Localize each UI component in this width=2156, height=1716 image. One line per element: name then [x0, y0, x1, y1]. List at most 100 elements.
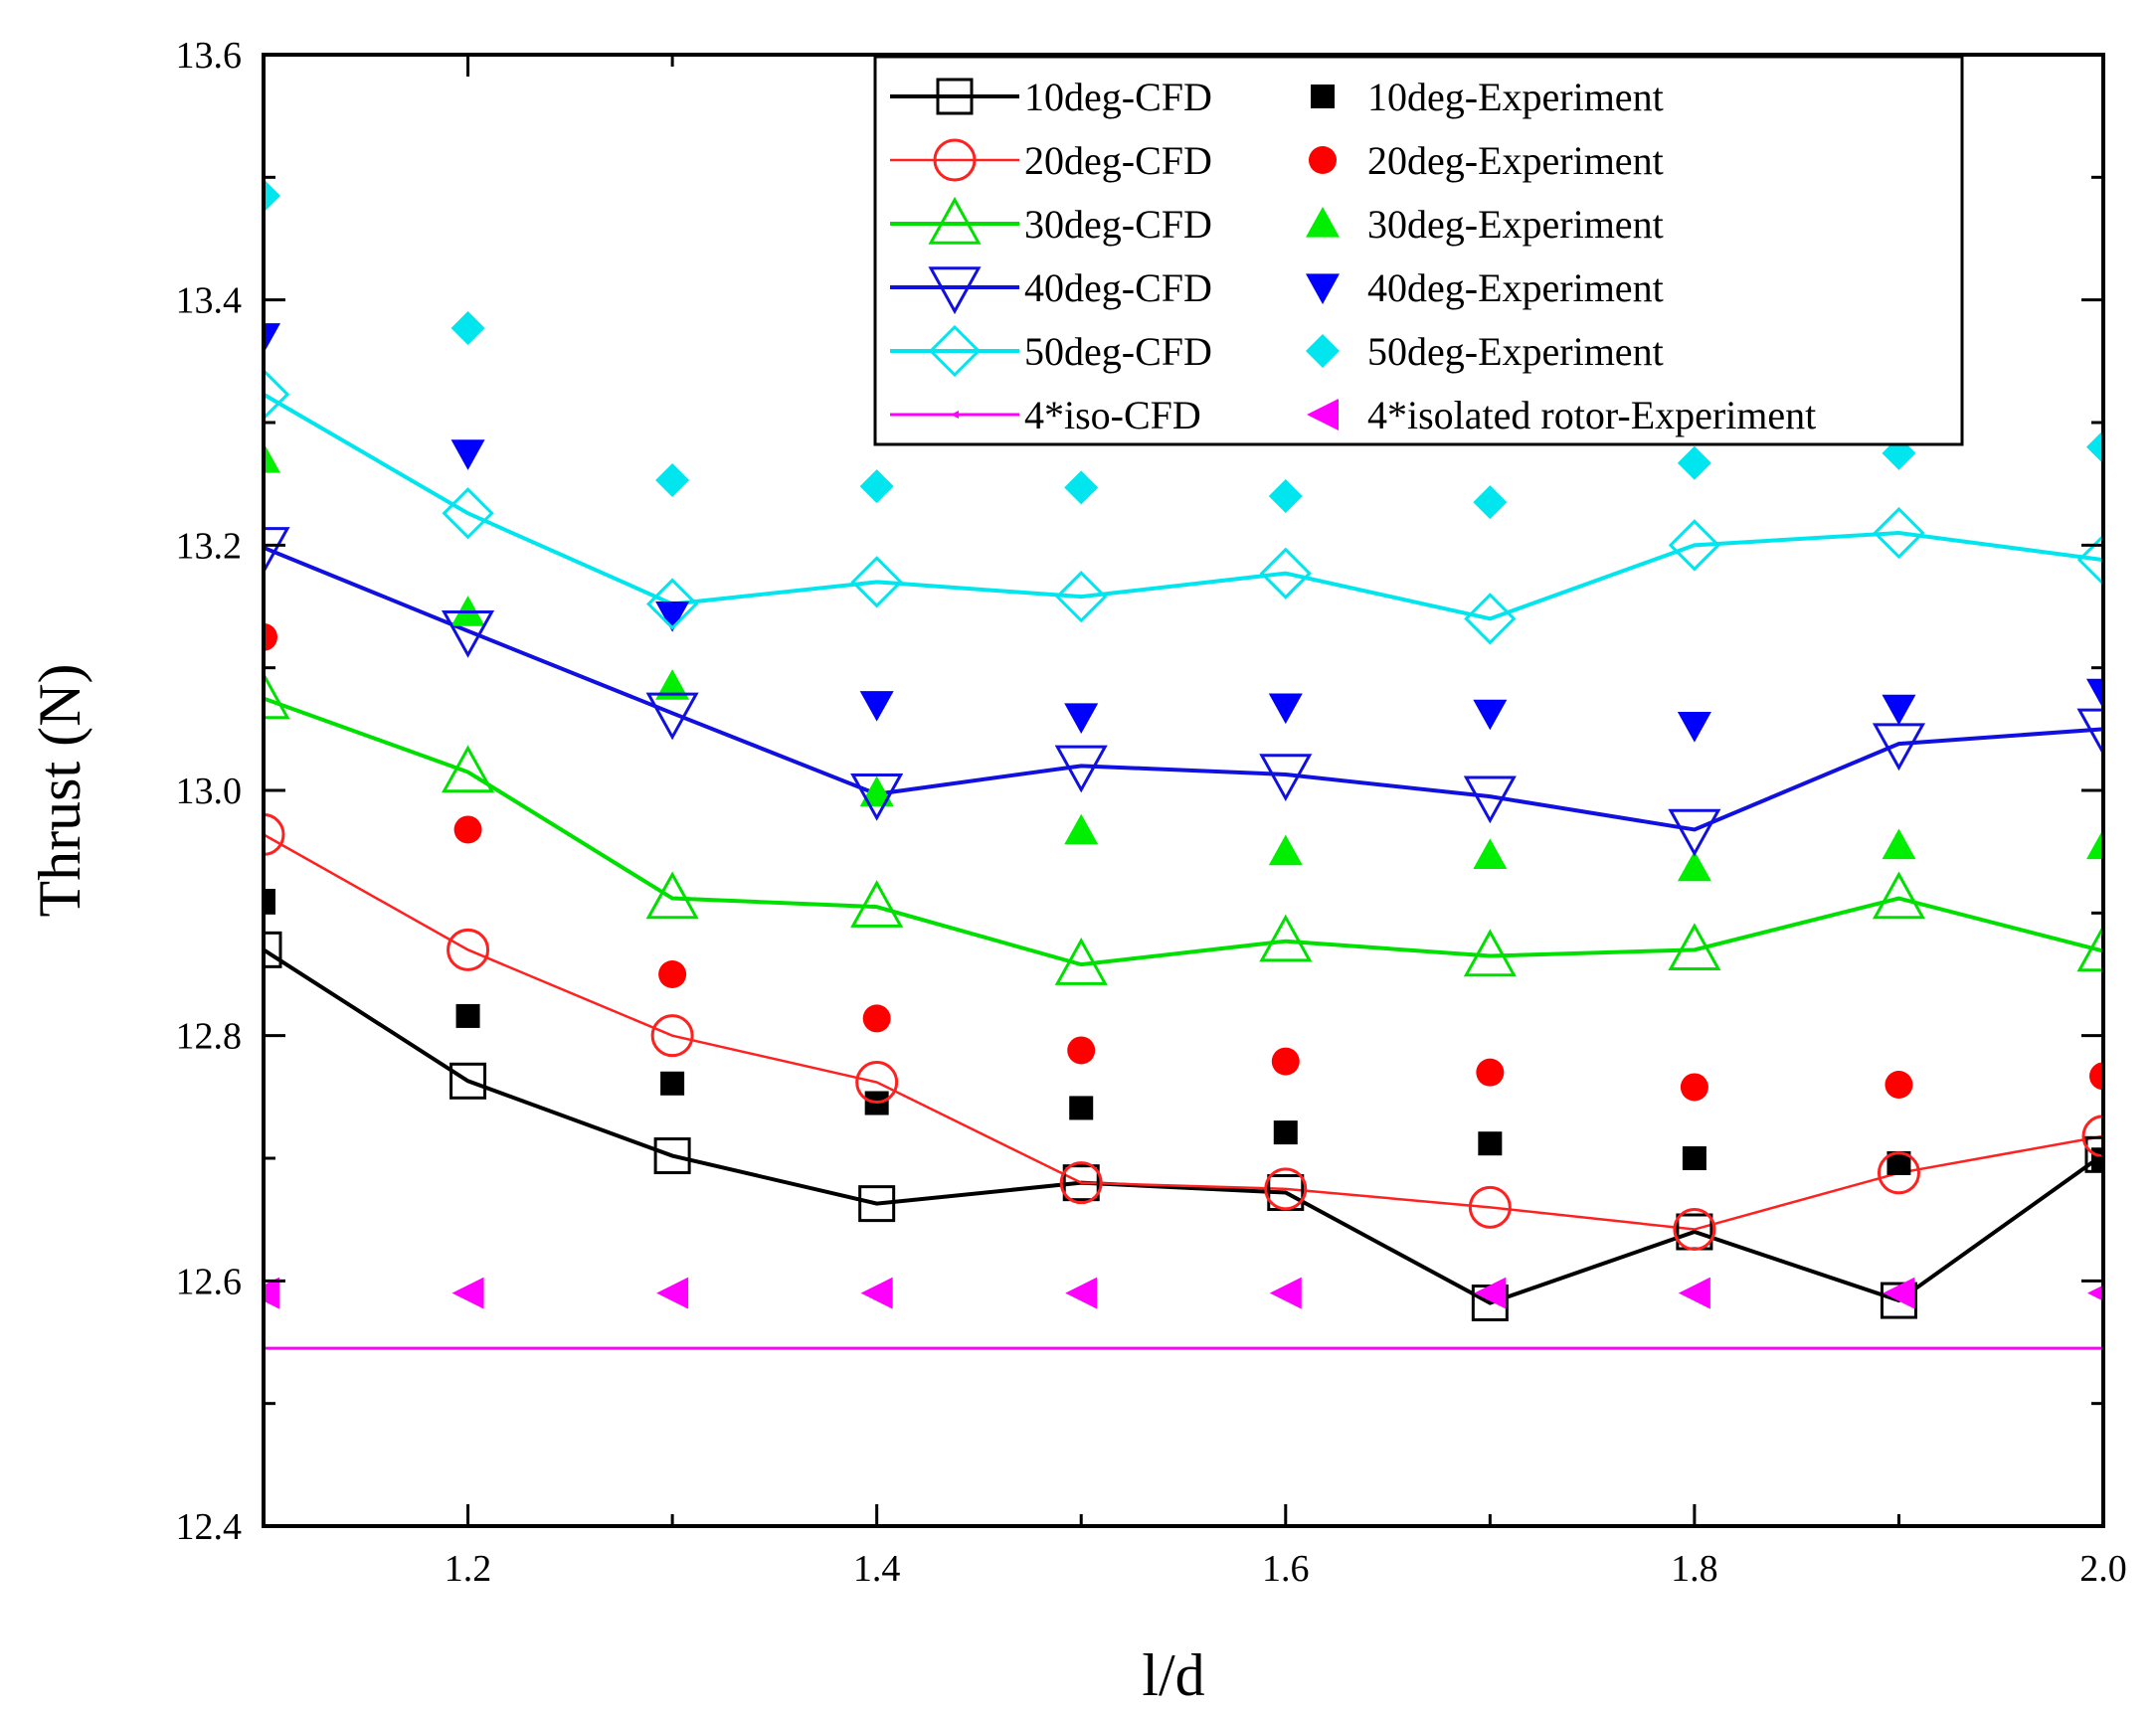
point-30deg-experiment — [859, 775, 894, 807]
legend-label-10deg-experiment: 10deg-Experiment — [1367, 75, 1664, 119]
x-tick-label: 1.8 — [1671, 1548, 1718, 1590]
point-20deg-cfd — [650, 1014, 694, 1058]
legend: 10deg-CFD 10deg-Experiment 20deg-CFD 20deg-… — [873, 55, 1964, 446]
point-40deg-experiment — [2086, 678, 2103, 710]
point-20deg-cfd — [1673, 1208, 1716, 1252]
point-50deg-cfd — [1873, 506, 1925, 560]
series-line-20deg-cfd — [264, 833, 2103, 1231]
y-tick-label: 13.2 — [176, 525, 243, 567]
point-40deg-experiment — [655, 601, 690, 632]
point-10deg-experiment — [1273, 1120, 1298, 1145]
point-50deg-experiment — [264, 178, 280, 213]
point-50deg-cfd — [2076, 534, 2103, 587]
legend-label-10deg-cfd: 10deg-CFD — [1024, 75, 1212, 119]
legend-label-40deg-cfd: 40deg-CFD — [1024, 265, 1212, 310]
point-20deg-cfd — [1877, 1151, 1920, 1195]
legend-label-50deg-experiment: 50deg-Experiment — [1367, 329, 1664, 374]
point-40deg-cfd — [1463, 775, 1517, 824]
x-tick-label: 2.0 — [2079, 1548, 2127, 1590]
point-10deg-experiment — [1682, 1146, 1707, 1170]
legend-marker-20deg-experiment — [1309, 146, 1337, 174]
legend-label-4-iso-cfd: 4*iso-CFD — [1024, 393, 1201, 437]
point-20deg-cfd — [447, 928, 490, 971]
point-20deg-experiment — [1476, 1058, 1505, 1087]
legend-marker-4-isolated-rotor-experiment — [1307, 399, 1339, 430]
x-axis-title: l/d — [1142, 1642, 1204, 1708]
point-4-isolated-rotor-experiment — [1678, 1277, 1710, 1309]
point-30deg-cfd — [645, 871, 699, 920]
point-50deg-experiment — [1268, 479, 1303, 513]
legend-marker-40deg-experiment — [1306, 273, 1340, 304]
point-4-isolated-rotor-experiment — [451, 1277, 484, 1309]
point-40deg-cfd — [1668, 808, 1721, 857]
y-tick-label: 13.6 — [176, 35, 243, 77]
point-50deg-cfd — [264, 368, 290, 421]
y-tick-label: 12.4 — [176, 1506, 243, 1548]
legend-marker-10deg-experiment — [1311, 85, 1335, 108]
point-20deg-experiment — [1271, 1047, 1300, 1076]
point-10deg-experiment — [660, 1071, 685, 1096]
point-50deg-cfd — [1668, 519, 1721, 572]
point-10deg-experiment — [264, 889, 275, 913]
point-50deg-cfd — [442, 487, 494, 540]
point-20deg-experiment — [862, 1004, 891, 1033]
point-10deg-cfd — [1880, 1282, 1917, 1319]
point-50deg-experiment — [1064, 470, 1099, 505]
point-40deg-cfd — [850, 773, 904, 821]
point-20deg-cfd — [264, 812, 285, 856]
point-30deg-cfd — [1054, 938, 1108, 985]
point-50deg-experiment — [655, 462, 690, 497]
point-30deg-experiment — [1064, 813, 1099, 845]
point-30deg-cfd — [264, 671, 290, 720]
point-40deg-cfd — [264, 527, 290, 575]
legend-label-4-isolated-rotor-experiment: 4*isolated rotor-Experiment — [1367, 393, 1816, 437]
x-tick-label: 1.6 — [1262, 1548, 1310, 1590]
point-40deg-experiment — [1268, 693, 1303, 725]
legend-label-30deg-cfd: 30deg-CFD — [1024, 202, 1212, 247]
point-40deg-experiment — [859, 691, 894, 722]
point-30deg-cfd — [1872, 871, 1925, 920]
point-50deg-experiment — [859, 469, 894, 504]
y-axis-title: Thrust (N) — [27, 664, 92, 918]
point-10deg-cfd — [449, 1062, 487, 1100]
point-30deg-cfd — [1668, 923, 1721, 971]
point-40deg-cfd — [645, 692, 699, 741]
point-30deg-cfd — [1463, 929, 1517, 977]
point-30deg-experiment — [1473, 838, 1508, 869]
point-40deg-cfd — [2076, 708, 2103, 757]
point-10deg-cfd — [264, 931, 282, 968]
legend-marker-4-iso-cfd — [951, 411, 959, 419]
point-4-isolated-rotor-experiment — [1474, 1277, 1507, 1309]
legend-marker-50deg-experiment — [1306, 334, 1340, 368]
legend-label-50deg-cfd: 50deg-CFD — [1024, 329, 1212, 374]
point-10deg-cfd — [2084, 1135, 2103, 1173]
point-30deg-experiment — [1268, 834, 1303, 866]
point-50deg-cfd — [645, 578, 699, 630]
point-30deg-experiment — [655, 669, 690, 700]
point-20deg-experiment — [1067, 1036, 1096, 1065]
point-20deg-cfd — [2081, 1115, 2103, 1158]
point-30deg-cfd — [850, 880, 904, 928]
point-50deg-experiment — [1473, 485, 1508, 520]
point-4-isolated-rotor-experiment — [860, 1277, 893, 1309]
series-line-10deg-cfd — [264, 947, 2103, 1305]
x-tick-label: 1.4 — [853, 1548, 901, 1590]
legend-label-40deg-experiment: 40deg-Experiment — [1367, 265, 1664, 310]
point-20deg-cfd — [855, 1061, 899, 1105]
point-20deg-experiment — [1885, 1071, 1913, 1099]
point-30deg-experiment — [264, 442, 280, 473]
y-tick-label: 13.4 — [176, 280, 243, 322]
legend-marker-50deg-cfd — [928, 324, 982, 378]
point-4-isolated-rotor-experiment — [1269, 1277, 1302, 1309]
legend-marker-40deg-cfd — [928, 266, 982, 315]
point-20deg-cfd — [1468, 1185, 1512, 1229]
point-20deg-experiment — [264, 622, 277, 651]
series-layer — [264, 178, 2103, 1350]
point-30deg-cfd — [1259, 914, 1313, 962]
point-4-isolated-rotor-experiment — [2087, 1285, 2103, 1301]
point-10deg-experiment — [455, 1003, 480, 1028]
point-40deg-experiment — [1882, 694, 1916, 726]
legend-label-20deg-experiment: 20deg-Experiment — [1367, 138, 1664, 183]
point-50deg-cfd — [1259, 547, 1312, 600]
